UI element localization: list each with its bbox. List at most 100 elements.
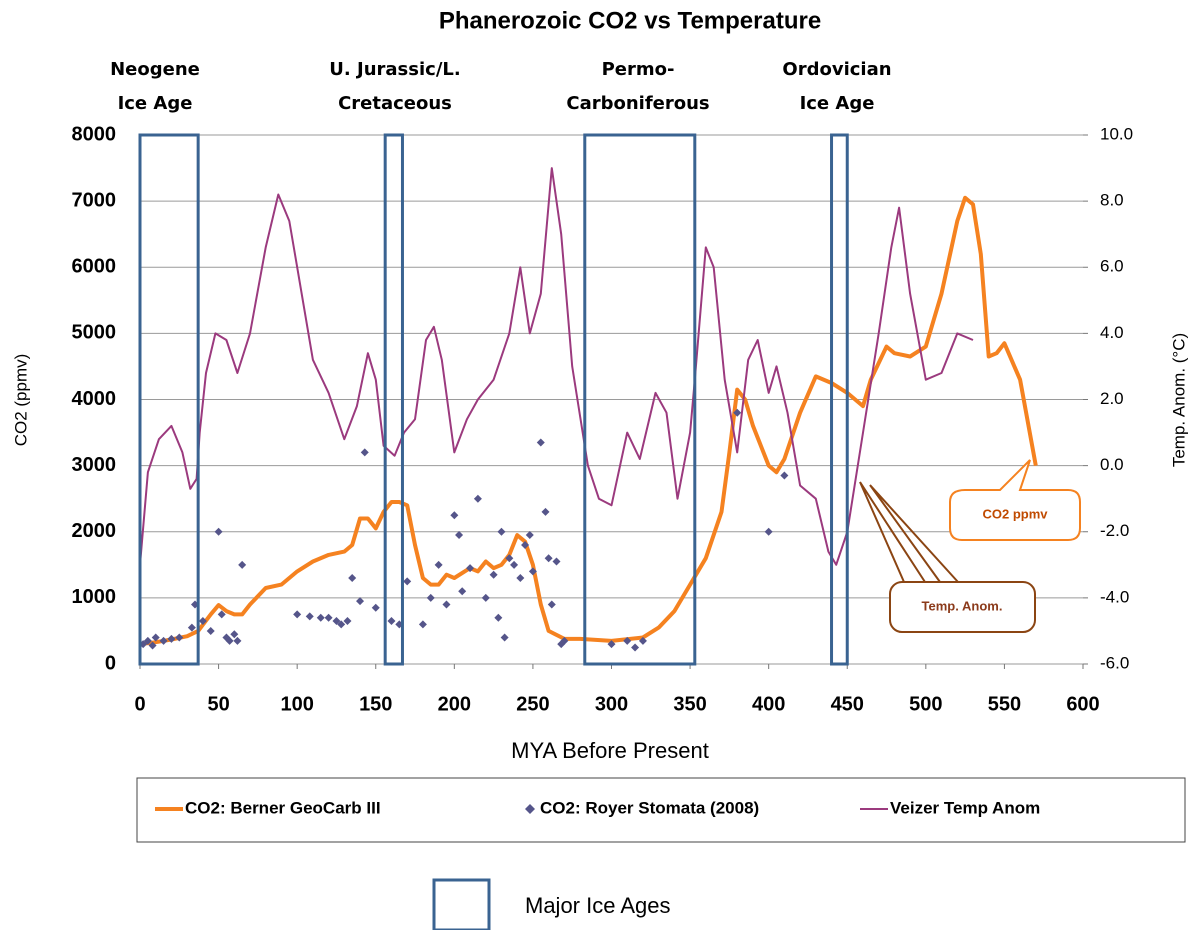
callout-temp: [859, 481, 959, 583]
legend-box: [136, 777, 1186, 843]
scatter-point: [418, 620, 427, 629]
y2-tick-label: 6.0: [1100, 257, 1124, 276]
scatter-point: [217, 610, 226, 619]
legend-label: CO2: Berner GeoCarb III: [185, 798, 381, 817]
scatter-point: [536, 438, 545, 447]
scatter-point: [238, 560, 247, 569]
ice-age-label: Neogene: [110, 59, 200, 80]
scatter-point: [343, 617, 352, 626]
scatter-point: [293, 610, 302, 619]
scatter-point: [175, 633, 184, 642]
y2-tick-label: -4.0: [1100, 587, 1129, 606]
scatter-point: [434, 560, 443, 569]
scatter-point: [638, 636, 647, 645]
scatter-point: [541, 507, 550, 516]
x-tick-label: 150: [359, 693, 392, 715]
scatter-point: [360, 448, 369, 457]
x-tick-label: 0: [134, 693, 145, 715]
scatter-point: [481, 593, 490, 602]
legend-label: CO2: Royer Stomata (2008): [540, 798, 759, 817]
ice-age-label: Permo-: [602, 59, 675, 80]
annotation: Temp. Anom.: [922, 598, 1003, 613]
legend-swatch: [525, 804, 535, 814]
y2-tick-label: -6.0: [1100, 653, 1129, 672]
scatter-point: [371, 603, 380, 612]
x-tick-label: 200: [438, 693, 471, 715]
scatter-point: [623, 636, 632, 645]
x-tick-label: 550: [988, 693, 1021, 715]
y-tick-label: 4000: [72, 388, 117, 410]
series-line: [139, 167, 974, 566]
scatter-point: [733, 408, 742, 417]
scatter-point: [316, 613, 325, 622]
scatter-point: [560, 636, 569, 645]
scatter-point: [198, 617, 207, 626]
scatter-point: [356, 597, 365, 606]
legend-label: Veizer Temp Anom: [890, 798, 1040, 817]
scatter-point: [458, 587, 467, 596]
scatter-point: [552, 557, 561, 566]
ice-age-label: Ice Age: [800, 93, 875, 114]
scatter-point: [230, 630, 239, 639]
ice-age-legend-swatch: [432, 878, 491, 932]
scatter-point: [387, 617, 396, 626]
scatter-point: [473, 494, 482, 503]
ice-age-label: U. Jurassic/L.: [329, 59, 460, 80]
scatter-point: [516, 574, 525, 583]
scatter-point: [148, 641, 157, 650]
x-tick-label: 250: [516, 693, 549, 715]
y-tick-label: 7000: [72, 189, 117, 211]
scatter-point: [510, 560, 519, 569]
scatter-point: [187, 623, 196, 632]
y-tick-label: 2000: [72, 520, 117, 542]
scatter-point: [305, 612, 314, 621]
scatter-point: [505, 554, 514, 563]
callout-co2: [949, 459, 1081, 541]
scatter-point: [442, 600, 451, 609]
scatter-point: [528, 567, 537, 576]
y-tick-label: 3000: [72, 454, 117, 476]
series-line: [139, 195, 1038, 647]
scatter-point: [151, 633, 160, 642]
scatter-point: [607, 640, 616, 649]
y2-tick-label: 4.0: [1100, 323, 1124, 342]
y-tick-label: 0: [105, 652, 116, 674]
scatter-point: [547, 600, 556, 609]
ice-age-label: Cretaceous: [338, 93, 452, 114]
x-tick-label: 500: [909, 693, 942, 715]
y2-tick-label: 10.0: [1100, 124, 1133, 143]
ice-age-box: [830, 133, 849, 666]
scatter-point: [544, 554, 553, 563]
scatter-point: [233, 636, 242, 645]
ice-age-legend-label: Major Ice Ages: [525, 893, 671, 918]
scatter-point: [143, 636, 152, 645]
chart-title: Phanerozoic CO2 vs Temperature: [439, 7, 821, 34]
scatter-point: [214, 527, 223, 536]
scatter-point: [455, 531, 464, 540]
y-tick-label: 6000: [72, 256, 117, 278]
y-tick-label: 1000: [72, 586, 117, 608]
x-tick-label: 50: [207, 693, 229, 715]
y-axis-label: CO2 (ppmv): [11, 354, 30, 447]
x-tick-label: 400: [752, 693, 785, 715]
scatter-point: [426, 593, 435, 602]
scatter-point: [497, 527, 506, 536]
scatter-point: [332, 617, 341, 626]
ice-age-label: Ordovician: [782, 59, 891, 80]
scatter-point: [159, 636, 168, 645]
scatter-point: [489, 570, 498, 579]
scatter-point: [780, 471, 789, 480]
ice-age-label: Ice Age: [118, 93, 193, 114]
y-tick-label: 8000: [72, 123, 117, 145]
x-tick-label: 100: [280, 693, 313, 715]
scatter-point: [525, 531, 534, 540]
scatter-point: [466, 564, 475, 573]
x-tick-label: 350: [673, 693, 706, 715]
ice-age-label: Carboniferous: [566, 93, 709, 114]
scatter-point: [225, 636, 234, 645]
scatter-point: [631, 643, 640, 652]
y2-tick-label: 8.0: [1100, 191, 1124, 210]
scatter-point: [500, 633, 509, 642]
